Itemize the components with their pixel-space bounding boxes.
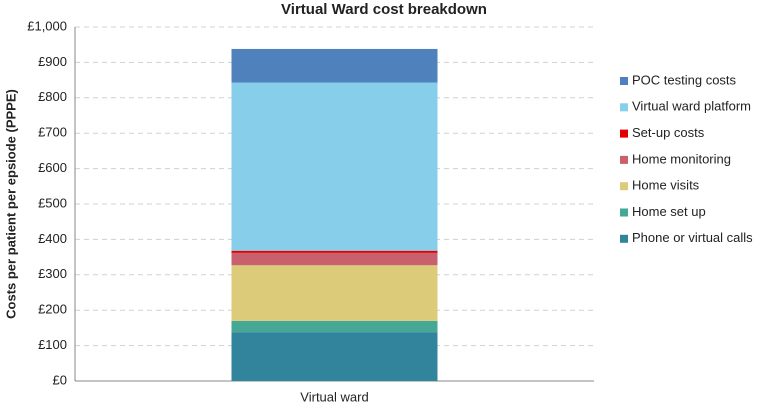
legend-swatch xyxy=(620,155,628,164)
legend-label: Home visits xyxy=(632,178,700,193)
bar-segment xyxy=(231,252,438,266)
legend-swatch xyxy=(620,77,628,85)
y-tick-label: £600 xyxy=(38,160,67,175)
y-tick-label: £500 xyxy=(38,195,67,210)
chart-title: Virtual Ward cost breakdown xyxy=(281,1,487,18)
y-tick-label: £700 xyxy=(38,125,67,140)
legend-label: Home monitoring xyxy=(632,151,731,166)
y-tick-label: £400 xyxy=(38,231,67,246)
bar-segment xyxy=(231,82,438,251)
legend-label: POC testing costs xyxy=(632,72,737,87)
legend-label: Home set up xyxy=(632,204,706,219)
legend-swatch xyxy=(620,208,628,217)
y-axis-label: Costs per patient per epsiode (PPPE) xyxy=(3,89,18,319)
bar-segment xyxy=(231,332,438,381)
bar-segment xyxy=(231,320,438,333)
legend-swatch xyxy=(620,103,628,112)
y-tick-label: £0 xyxy=(53,372,67,387)
y-tick-label: £300 xyxy=(38,266,67,281)
legend-swatch xyxy=(620,234,628,243)
bar-segment xyxy=(231,265,438,321)
y-tick-label: £900 xyxy=(38,54,67,69)
legend-label: Virtual ward platform xyxy=(632,99,751,114)
y-tick-label: £200 xyxy=(38,302,67,317)
x-tick-label: Virtual ward xyxy=(300,389,368,404)
y-tick-label: £800 xyxy=(38,89,67,104)
legend-label: Phone or virtual calls xyxy=(632,230,753,245)
legend-swatch xyxy=(620,182,628,191)
y-tick-label: £1,000 xyxy=(27,18,67,33)
legend-label: Set-up costs xyxy=(632,125,705,140)
y-tick-label: £100 xyxy=(38,337,67,352)
bar-segment xyxy=(231,250,438,253)
bar-segment xyxy=(231,48,438,83)
legend-swatch xyxy=(620,129,628,138)
